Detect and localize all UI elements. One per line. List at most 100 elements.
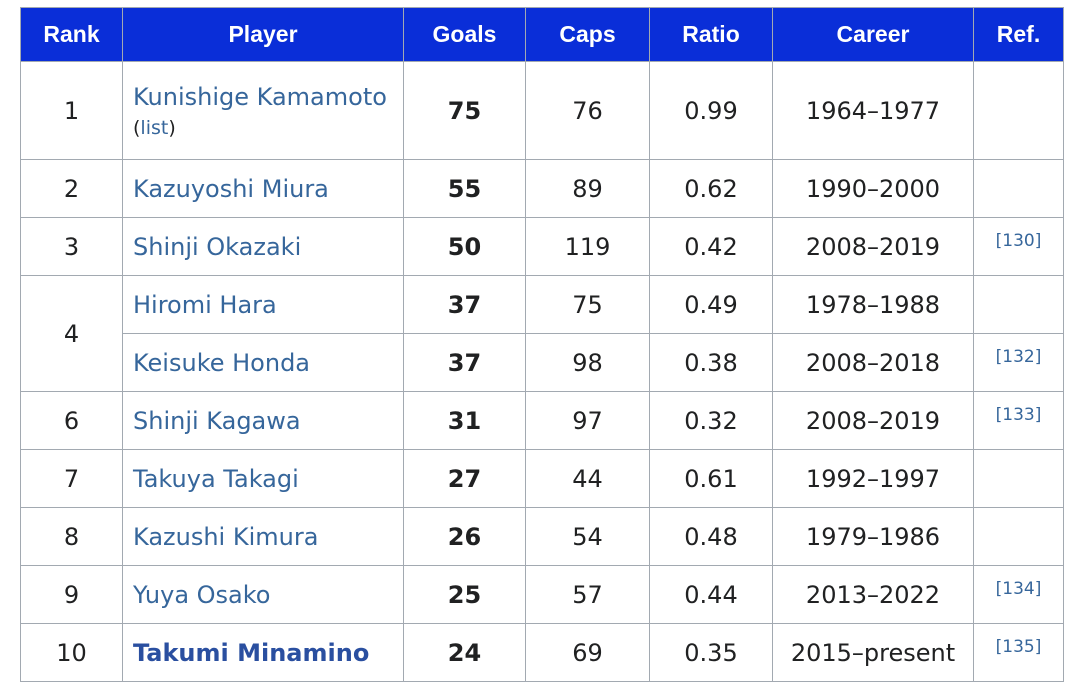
- header-caps[interactable]: Caps: [525, 7, 650, 62]
- career-cell: 1978–1988: [772, 275, 974, 334]
- caps-cell: 97: [525, 391, 650, 450]
- ratio-cell: 0.32: [649, 391, 773, 450]
- player-cell: Kazushi Kimura: [122, 507, 404, 566]
- ratio-cell: 0.49: [649, 275, 773, 334]
- player-cell: Shinji Kagawa: [122, 391, 404, 450]
- player-link[interactable]: Keisuke Honda: [133, 348, 311, 377]
- caps-cell: 69: [525, 623, 650, 682]
- career-cell: 2008–2019: [772, 217, 974, 276]
- caps-cell: 57: [525, 565, 650, 624]
- ratio-cell: 0.42: [649, 217, 773, 276]
- goals-cell: 31: [403, 391, 526, 450]
- player-link[interactable]: Takuya Takagi: [133, 464, 299, 493]
- player-cell: Yuya Osako: [122, 565, 404, 624]
- ref-link[interactable]: [133]: [995, 405, 1042, 425]
- list-note-open: (: [133, 116, 141, 139]
- table-row: 1 Kunishige Kamamoto (list) 75 76 0.99 1…: [20, 61, 1064, 160]
- ref-link[interactable]: [135]: [995, 637, 1042, 657]
- career-cell: 2008–2019: [772, 391, 974, 450]
- top-scorers-table: Rank Player Goals Caps Ratio Career Ref.…: [20, 7, 1064, 682]
- ref-cell: [973, 449, 1064, 508]
- goals-cell: 24: [403, 623, 526, 682]
- goals-cell: 27: [403, 449, 526, 508]
- player-cell: Shinji Okazaki: [122, 217, 404, 276]
- rank-cell: 7: [20, 449, 123, 508]
- ref-cell: [135]: [973, 623, 1064, 682]
- ref-cell: [973, 61, 1064, 160]
- goals-cell: 37: [403, 275, 526, 334]
- player-link[interactable]: Shinji Kagawa: [133, 406, 301, 435]
- player-cell: Kunishige Kamamoto (list): [122, 61, 404, 160]
- list-note-close: ): [168, 116, 176, 139]
- table-row: 3 Shinji Okazaki 50 119 0.42 2008–2019 […: [20, 217, 1064, 276]
- ref-cell: [134]: [973, 565, 1064, 624]
- ratio-cell: 0.61: [649, 449, 773, 508]
- ref-cell: [133]: [973, 391, 1064, 450]
- table-row: Keisuke Honda 37 98 0.38 2008–2018 [132]: [21, 333, 1064, 392]
- player-link[interactable]: Takumi Minamino: [133, 638, 370, 667]
- rank-cell: 3: [20, 217, 123, 276]
- header-rank[interactable]: Rank: [20, 7, 123, 62]
- career-cell: 1990–2000: [772, 159, 974, 218]
- career-cell: 1979–1986: [772, 507, 974, 566]
- ref-cell: [132]: [973, 333, 1064, 392]
- ratio-cell: 0.48: [649, 507, 773, 566]
- header-career[interactable]: Career: [772, 7, 974, 62]
- player-link[interactable]: Kazushi Kimura: [133, 522, 319, 551]
- player-cell: Kazuyoshi Miura: [122, 159, 404, 218]
- rank-cell: 9: [20, 565, 123, 624]
- table-row: 2 Kazuyoshi Miura 55 89 0.62 1990–2000: [20, 159, 1064, 218]
- rank-cell: 4: [20, 275, 123, 392]
- table-row: 10 Takumi Minamino 24 69 0.35 2015–prese…: [20, 623, 1064, 682]
- table-row: 6 Shinji Kagawa 31 97 0.32 2008–2019 [13…: [20, 391, 1064, 450]
- header-ref[interactable]: Ref.: [973, 7, 1064, 62]
- caps-cell: 98: [525, 333, 650, 392]
- goals-cell: 50: [403, 217, 526, 276]
- player-cell: Takumi Minamino: [122, 623, 404, 682]
- ratio-cell: 0.35: [649, 623, 773, 682]
- header-player[interactable]: Player: [122, 7, 404, 62]
- career-cell: 1992–1997: [772, 449, 974, 508]
- header-ratio[interactable]: Ratio: [649, 7, 773, 62]
- ratio-cell: 0.99: [649, 61, 773, 160]
- ref-cell: [973, 507, 1064, 566]
- career-cell: 2013–2022: [772, 565, 974, 624]
- list-link[interactable]: list: [140, 116, 169, 139]
- player-link[interactable]: Hiromi Hara: [133, 290, 277, 319]
- career-cell: 2015–present: [772, 623, 974, 682]
- player-link[interactable]: Shinji Okazaki: [133, 232, 302, 261]
- table-row: 8 Kazushi Kimura 26 54 0.48 1979–1986: [20, 507, 1064, 566]
- caps-cell: 44: [525, 449, 650, 508]
- player-link[interactable]: Kunishige Kamamoto: [133, 82, 387, 111]
- table-row: 9 Yuya Osako 25 57 0.44 2013–2022 [134]: [20, 565, 1064, 624]
- rank-cell: 10: [20, 623, 123, 682]
- goals-cell: 55: [403, 159, 526, 218]
- ref-cell: [973, 275, 1064, 334]
- goals-cell: 26: [403, 507, 526, 566]
- player-cell: Takuya Takagi: [122, 449, 404, 508]
- goals-cell: 37: [403, 333, 526, 392]
- career-cell: 1964–1977: [772, 61, 974, 160]
- ref-cell: [130]: [973, 217, 1064, 276]
- ref-link[interactable]: [132]: [995, 347, 1042, 367]
- player-link[interactable]: Yuya Osako: [133, 580, 271, 609]
- list-note: (list): [133, 117, 393, 139]
- player-link[interactable]: Kazuyoshi Miura: [133, 174, 329, 203]
- rank-cell: 6: [20, 391, 123, 450]
- caps-cell: 54: [525, 507, 650, 566]
- caps-cell: 76: [525, 61, 650, 160]
- career-cell: 2008–2018: [772, 333, 974, 392]
- ratio-cell: 0.62: [649, 159, 773, 218]
- player-cell: Keisuke Honda: [122, 333, 404, 392]
- ref-link[interactable]: [134]: [995, 579, 1042, 599]
- table-row: 7 Takuya Takagi 27 44 0.61 1992–1997: [20, 449, 1064, 508]
- header-goals[interactable]: Goals: [403, 7, 526, 62]
- ref-link[interactable]: [130]: [995, 231, 1042, 251]
- caps-cell: 119: [525, 217, 650, 276]
- goals-cell: 25: [403, 565, 526, 624]
- rank-cell: 2: [20, 159, 123, 218]
- ratio-cell: 0.38: [649, 333, 773, 392]
- caps-cell: 89: [525, 159, 650, 218]
- ref-cell: [973, 159, 1064, 218]
- rank-cell: 1: [20, 61, 123, 160]
